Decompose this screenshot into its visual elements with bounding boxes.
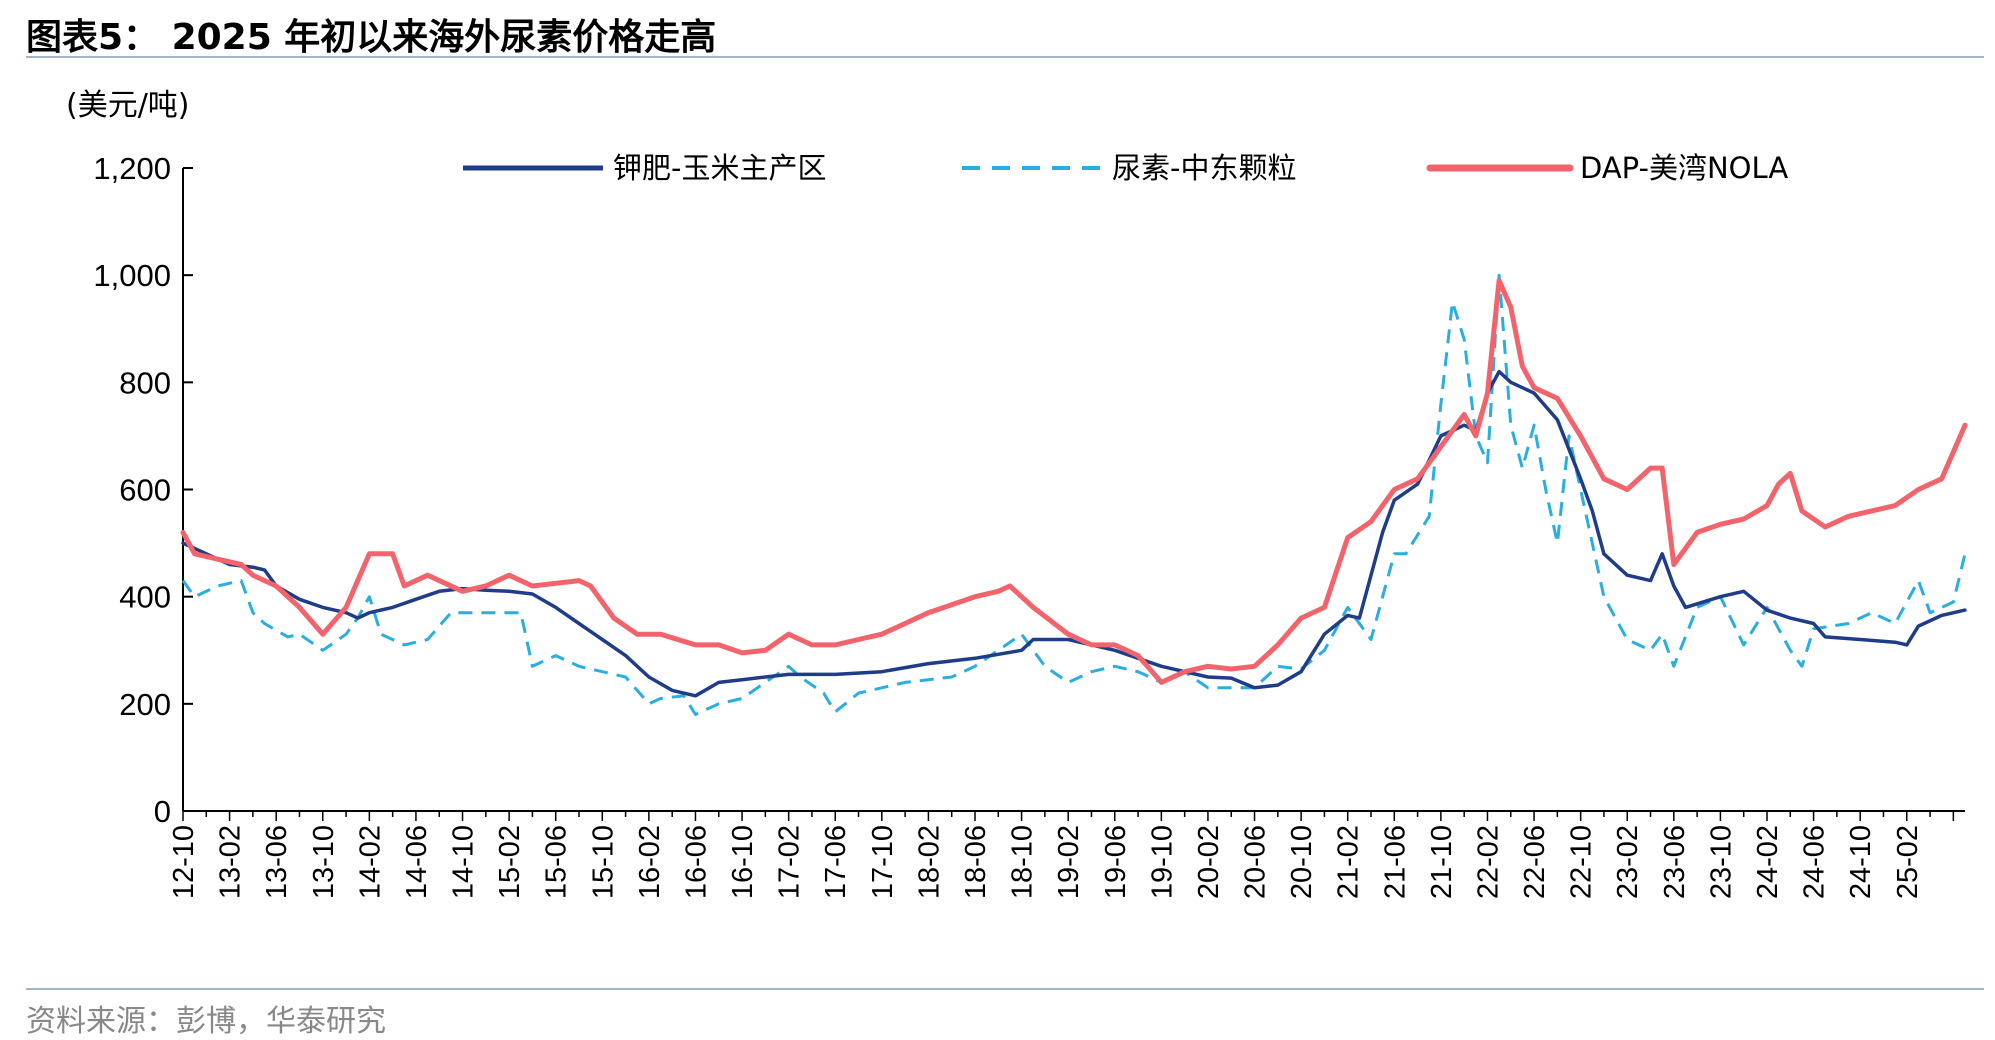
x-tick-label: 13-10 xyxy=(308,825,340,899)
axes: 0 200 400 600 800 1,000 1,200 12-10 13-02 13-06 13… xyxy=(93,151,1965,899)
x-tick-label: 13-06 xyxy=(261,825,293,899)
x-tick-label: 20-02 xyxy=(1193,825,1225,899)
x-tick-label: 14-10 xyxy=(448,825,480,899)
x-tick-label: 15-02 xyxy=(494,825,526,899)
x-tick-label: 24-06 xyxy=(1799,825,1831,899)
y-axis-unit: (美元/吨) xyxy=(66,88,190,123)
x-tick-label: 18-02 xyxy=(913,825,945,899)
x-tick-label: 22-06 xyxy=(1519,825,1551,899)
legend-label: 尿素-中东颗粒 xyxy=(1112,151,1296,185)
source-note: 资料来源：彭博，华泰研究 xyxy=(26,1004,386,1039)
x-tick-label: 24-02 xyxy=(1752,825,1784,899)
x-tick-label: 17-02 xyxy=(774,825,806,899)
y-tick-label: 1,200 xyxy=(93,151,171,186)
series-line-0 xyxy=(181,369,1967,698)
legend: 钾肥-玉米主产区 尿素-中东颗粒 DAP-美湾NOLA xyxy=(463,151,1788,185)
x-tick-label: 25-02 xyxy=(1892,825,1924,899)
x-tick-label: 16-06 xyxy=(680,825,712,899)
x-tick-label: 22-02 xyxy=(1472,825,1504,899)
x-tick-label: 18-10 xyxy=(1007,825,1039,899)
footer-divider xyxy=(26,988,1984,990)
title-divider xyxy=(26,56,1984,58)
y-tick-label: 400 xyxy=(119,580,171,615)
x-tick-label: 16-10 xyxy=(727,825,759,899)
x-tick-label: 16-02 xyxy=(634,825,666,899)
x-tick-label: 13-02 xyxy=(215,825,247,899)
x-tick-label: 19-10 xyxy=(1146,825,1178,899)
legend-label: 钾肥-玉米主产区 xyxy=(613,151,826,185)
x-tick-label: 17-06 xyxy=(820,825,852,899)
x-tick-label: 21-10 xyxy=(1426,825,1458,899)
x-tick-label: 15-10 xyxy=(587,825,619,899)
series-line-2 xyxy=(180,278,1968,685)
x-tick-label: 19-06 xyxy=(1100,825,1132,899)
figure-title: 图表5： 2025 年初以来海外尿素价格走高 xyxy=(26,17,717,58)
y-tick-label: 200 xyxy=(119,687,171,722)
y-tick-label: 0 xyxy=(154,794,171,829)
x-tick-label: 18-06 xyxy=(960,825,992,899)
y-tick-label: 600 xyxy=(119,473,171,508)
x-tick-label: 14-02 xyxy=(354,825,386,899)
x-tick-label: 21-06 xyxy=(1379,825,1411,899)
y-tick-label: 800 xyxy=(119,365,171,400)
x-tick-label: 19-02 xyxy=(1053,825,1085,899)
x-tick-label: 23-06 xyxy=(1659,825,1691,899)
series-line-1 xyxy=(181,273,1967,716)
x-tick-label: 20-06 xyxy=(1240,825,1272,899)
legend-label: DAP-美湾NOLA xyxy=(1580,151,1788,185)
x-tick-label: 24-10 xyxy=(1845,825,1877,899)
x-tick-label: 22-10 xyxy=(1566,825,1598,899)
x-tick-label: 21-02 xyxy=(1333,825,1365,899)
x-tick-label: 23-10 xyxy=(1705,825,1737,899)
y-tick-label: 1,000 xyxy=(93,258,171,293)
x-tick-label: 12-10 xyxy=(168,825,200,899)
x-tick-label: 20-10 xyxy=(1286,825,1318,899)
x-tick-label: 17-10 xyxy=(867,825,899,899)
series-layer xyxy=(180,273,1968,716)
x-tick-label: 15-06 xyxy=(541,825,573,899)
x-tick-label: 14-06 xyxy=(401,825,433,899)
x-tick-label: 23-02 xyxy=(1612,825,1644,899)
